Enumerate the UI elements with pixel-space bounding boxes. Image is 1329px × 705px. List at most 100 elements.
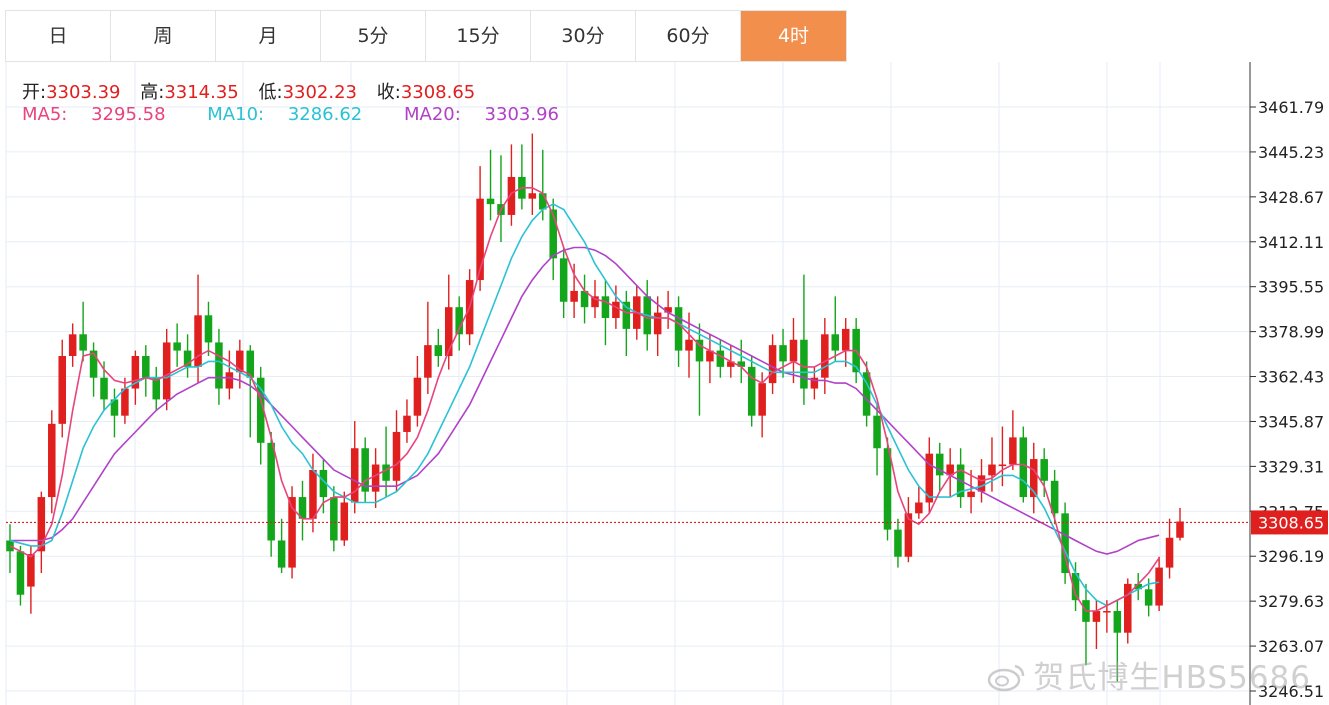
candle-body-21 bbox=[225, 372, 234, 389]
candle-body-28 bbox=[298, 497, 307, 519]
ma5-line bbox=[9, 187, 1160, 612]
candle-body-25 bbox=[267, 442, 275, 541]
candle-body-105 bbox=[1103, 611, 1111, 613]
candle-body-96 bbox=[1009, 437, 1017, 465]
y-tick-label-10: 3296.19 bbox=[1258, 547, 1324, 566]
y-tick-label-1: 3445.23 bbox=[1258, 143, 1324, 162]
ma5-readout: MA5: 3295.58 bbox=[22, 104, 184, 125]
candle-body-89 bbox=[935, 453, 944, 476]
y-tick-label-4: 3395.55 bbox=[1258, 278, 1324, 297]
watermark: 贺氏博生HBS5686 bbox=[987, 652, 1311, 697]
watermark-text: 贺氏博生HBS5686 bbox=[1033, 660, 1311, 696]
candle-body-87 bbox=[915, 502, 923, 514]
ma10-value: 3286.62 bbox=[287, 104, 363, 125]
y-tick-label-2: 3428.67 bbox=[1258, 188, 1324, 207]
tab-day[interactable]: 日 bbox=[6, 11, 111, 61]
candle-body-37 bbox=[392, 431, 401, 481]
candle-body-6 bbox=[68, 334, 77, 357]
tab-15min[interactable]: 15分 bbox=[426, 11, 531, 61]
candle-body-31 bbox=[330, 497, 338, 541]
candle-body-75 bbox=[789, 339, 798, 362]
candle-body-14 bbox=[152, 377, 161, 400]
ma10-label: MA10: bbox=[207, 104, 265, 125]
candle-body-88 bbox=[925, 453, 934, 503]
candle-body-110 bbox=[1155, 567, 1163, 606]
candle-body-20 bbox=[215, 342, 223, 389]
candle-body-53 bbox=[559, 258, 568, 302]
low-value: 3302.23 bbox=[282, 82, 358, 103]
candle-body-50 bbox=[528, 193, 537, 199]
candle-body-39 bbox=[413, 377, 422, 416]
candle-body-90 bbox=[946, 464, 954, 476]
candle-body-86 bbox=[904, 513, 913, 557]
ma20-readout: MA20: 3303.96 bbox=[404, 104, 577, 125]
candle-body-83 bbox=[873, 415, 881, 449]
candle-body-65 bbox=[685, 339, 693, 351]
candle-body-0 bbox=[6, 540, 14, 552]
candle-body-71 bbox=[747, 366, 756, 416]
candle-body-102 bbox=[1071, 573, 1080, 601]
tab-4hour[interactable]: 4时 bbox=[741, 11, 846, 61]
y-tick-label-5: 3378.99 bbox=[1258, 323, 1324, 342]
candle-body-109 bbox=[1144, 589, 1153, 606]
tab-month[interactable]: 月 bbox=[216, 11, 321, 61]
y-tick-label-13: 3246.51 bbox=[1258, 682, 1324, 701]
candle-body-72 bbox=[758, 383, 766, 416]
candle-body-108 bbox=[1134, 583, 1142, 590]
ma20-label: MA20: bbox=[404, 104, 461, 125]
candle-body-76 bbox=[800, 339, 808, 389]
candle-body-70 bbox=[737, 361, 746, 367]
open-value: 3303.39 bbox=[46, 82, 121, 103]
candle-body-55 bbox=[580, 290, 589, 308]
candle-body-79 bbox=[831, 334, 840, 351]
tab-30min[interactable]: 30分 bbox=[531, 11, 636, 61]
candle-body-93 bbox=[977, 475, 986, 492]
candle-body-57 bbox=[601, 296, 610, 319]
candle-body-24 bbox=[256, 377, 265, 443]
y-tick-label-8: 3329.31 bbox=[1258, 457, 1324, 476]
candle-body-43 bbox=[455, 307, 463, 335]
tab-5min[interactable]: 5分 bbox=[321, 11, 426, 61]
ma10-line bbox=[9, 203, 1160, 607]
candle-body-34 bbox=[361, 448, 369, 492]
ma-readout: MA5: 3295.58 MA10: 3286.62 MA20: 3303.96 bbox=[22, 104, 595, 125]
tab-week[interactable]: 周 bbox=[111, 11, 216, 61]
low-label: 低: bbox=[258, 82, 283, 103]
ma20-value: 3303.96 bbox=[484, 104, 559, 125]
close-label: 收: bbox=[376, 82, 401, 103]
ma10-readout: MA10: 3286.62 bbox=[207, 104, 380, 125]
candle-body-63 bbox=[664, 307, 672, 313]
candle-body-77 bbox=[810, 377, 819, 389]
last-price-tag bbox=[1251, 510, 1328, 535]
candle-body-82 bbox=[862, 372, 871, 416]
candle-body-5 bbox=[58, 356, 66, 424]
candle-body-84 bbox=[883, 448, 892, 530]
candle-body-74 bbox=[779, 345, 787, 362]
candle-body-107 bbox=[1124, 583, 1132, 633]
y-tick-label-0: 3461.79 bbox=[1258, 98, 1324, 117]
candle-body-13 bbox=[142, 356, 150, 378]
ohlc-readout: 开:3303.39 高:3314.35 低:3302.23 收:3308.65 bbox=[22, 78, 489, 104]
candle-body-59 bbox=[622, 301, 631, 329]
candle-body-33 bbox=[350, 448, 359, 503]
y-tick-label-3: 3412.11 bbox=[1258, 233, 1324, 252]
candle-body-42 bbox=[444, 307, 453, 357]
candle-body-12 bbox=[131, 356, 140, 389]
candle-body-52 bbox=[549, 209, 557, 259]
candle-body-17 bbox=[183, 350, 192, 367]
weibo-icon bbox=[988, 664, 1025, 692]
candle-body-92 bbox=[967, 491, 975, 498]
candle-body-97 bbox=[1019, 437, 1028, 498]
candle-body-106 bbox=[1113, 611, 1122, 633]
tab-60min[interactable]: 60分 bbox=[636, 11, 741, 61]
candle-body-78 bbox=[821, 334, 829, 378]
candle-body-67 bbox=[706, 350, 714, 362]
candle-body-46 bbox=[486, 198, 495, 205]
candle-body-8 bbox=[89, 350, 98, 378]
candlestick-chart[interactable]: 3461.79 3445.23 3428.67 3412.11 3395.55 3378.… bbox=[0, 62, 1329, 705]
candle-body-101 bbox=[1061, 513, 1069, 574]
candle-body-98 bbox=[1029, 459, 1038, 498]
candle-body-2 bbox=[27, 554, 35, 587]
candle-body-80 bbox=[841, 328, 850, 351]
candle-body-16 bbox=[173, 342, 181, 351]
